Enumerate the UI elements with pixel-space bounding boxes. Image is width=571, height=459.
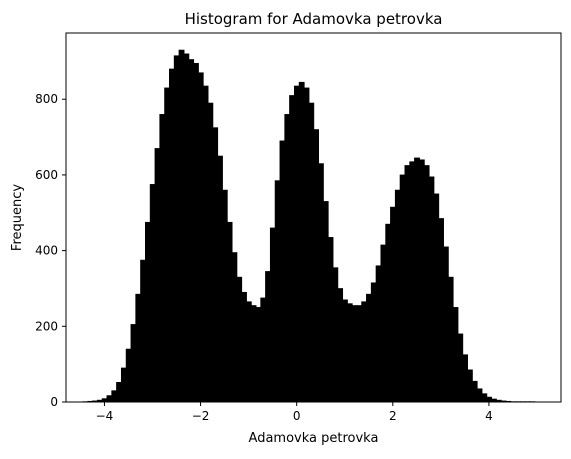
y-axis: 0 200 400 600 800 bbox=[35, 92, 66, 409]
histogram-bar bbox=[265, 271, 270, 402]
histogram-bar bbox=[410, 162, 415, 402]
histogram-bar bbox=[429, 177, 434, 402]
histogram-bar bbox=[189, 59, 194, 402]
histogram-bar bbox=[232, 253, 237, 402]
x-tick-label: 4 bbox=[485, 409, 493, 423]
histogram-bar bbox=[448, 277, 453, 402]
x-axis-label: Adamovka petrovka bbox=[249, 431, 379, 446]
histogram-bar bbox=[299, 82, 304, 402]
histogram-bar bbox=[261, 298, 266, 402]
histogram-bar bbox=[482, 394, 487, 402]
histogram-bar bbox=[208, 103, 213, 402]
histogram-bar bbox=[405, 165, 410, 402]
histogram-bar bbox=[294, 86, 299, 402]
histogram-bar bbox=[198, 73, 203, 402]
x-tick-label: 2 bbox=[389, 409, 397, 423]
histogram-bar bbox=[453, 307, 458, 402]
histogram-bar bbox=[165, 88, 170, 402]
histogram-bar bbox=[126, 349, 131, 402]
histogram-bar bbox=[424, 165, 429, 402]
histogram-bar bbox=[395, 190, 400, 402]
histogram-bar bbox=[434, 194, 439, 402]
histogram-bar bbox=[237, 277, 242, 402]
histogram-bar bbox=[314, 130, 319, 402]
histogram-bar bbox=[333, 268, 338, 402]
x-tick-label: −2 bbox=[192, 409, 210, 423]
x-tick-label: 0 bbox=[293, 409, 301, 423]
histogram-bar bbox=[414, 158, 419, 402]
histogram-bar bbox=[270, 228, 275, 402]
histogram-bar bbox=[462, 355, 467, 402]
histogram-bar bbox=[217, 156, 222, 402]
histogram-bar bbox=[400, 175, 405, 402]
histogram-bar bbox=[342, 300, 347, 402]
histogram-bar bbox=[318, 164, 323, 402]
histogram-bar bbox=[184, 54, 189, 402]
histogram-bar bbox=[251, 305, 256, 402]
histogram-bar bbox=[246, 302, 251, 402]
histogram-bar bbox=[472, 381, 477, 402]
x-axis: −4 −2 0 2 4 bbox=[96, 402, 493, 423]
histogram-bar bbox=[256, 307, 261, 402]
histogram-bar bbox=[487, 397, 492, 402]
histogram-bar bbox=[386, 224, 391, 402]
histogram-bar bbox=[213, 128, 218, 402]
histogram-bar bbox=[169, 69, 174, 402]
histogram-bar bbox=[419, 160, 424, 402]
histogram-bar bbox=[357, 305, 362, 402]
histogram-bar bbox=[376, 266, 381, 402]
histogram-bar bbox=[193, 63, 198, 402]
x-tick-label: −4 bbox=[96, 409, 114, 423]
histogram-bar bbox=[390, 207, 395, 402]
histogram-bar bbox=[136, 294, 141, 402]
histogram-bar bbox=[174, 56, 179, 402]
histogram-bar bbox=[443, 247, 448, 402]
histogram-bar bbox=[477, 389, 482, 402]
histogram-bar bbox=[102, 399, 107, 402]
histogram-bar bbox=[227, 222, 232, 402]
histogram-bar bbox=[145, 222, 150, 402]
y-tick-label: 200 bbox=[35, 319, 58, 333]
histogram-bar bbox=[338, 288, 343, 402]
histogram-bar bbox=[150, 184, 155, 402]
histogram-bar bbox=[179, 50, 184, 402]
y-axis-label: Frequency bbox=[10, 184, 25, 251]
histogram-bar bbox=[280, 141, 285, 402]
y-tick-label: 0 bbox=[50, 395, 58, 409]
histogram-bar bbox=[366, 294, 371, 402]
histogram-bar bbox=[160, 114, 165, 402]
histogram-bar bbox=[381, 245, 386, 402]
histogram-bar bbox=[323, 201, 328, 402]
histogram-bar bbox=[275, 181, 280, 402]
histogram-bar bbox=[289, 95, 294, 402]
histogram-bar bbox=[352, 305, 357, 402]
histogram-bar bbox=[222, 190, 227, 402]
y-tick-label: 600 bbox=[35, 168, 58, 182]
y-tick-label: 800 bbox=[35, 92, 58, 106]
histogram-bars bbox=[83, 50, 535, 402]
histogram-bar bbox=[112, 391, 117, 402]
histogram-bar bbox=[241, 292, 246, 402]
histogram-bar bbox=[140, 260, 145, 402]
histogram-bar bbox=[155, 148, 160, 402]
histogram-bar bbox=[438, 218, 443, 402]
y-tick-label: 400 bbox=[35, 244, 58, 258]
histogram-bar bbox=[309, 103, 314, 402]
histogram-bar bbox=[362, 302, 367, 402]
histogram-bar bbox=[121, 368, 126, 402]
histogram-bar bbox=[328, 237, 333, 402]
histogram-bar bbox=[116, 382, 121, 402]
histogram-bar bbox=[107, 396, 112, 402]
histogram-bar bbox=[131, 324, 136, 402]
chart-title: Histogram for Adamovka petrovka bbox=[185, 10, 443, 28]
histogram-bar bbox=[458, 334, 463, 402]
histogram-bar bbox=[203, 86, 208, 402]
histogram-bar bbox=[285, 114, 290, 402]
histogram-bar bbox=[304, 88, 309, 402]
histogram-bar bbox=[467, 370, 472, 402]
histogram-bar bbox=[347, 304, 352, 402]
histogram-bar bbox=[371, 283, 376, 402]
